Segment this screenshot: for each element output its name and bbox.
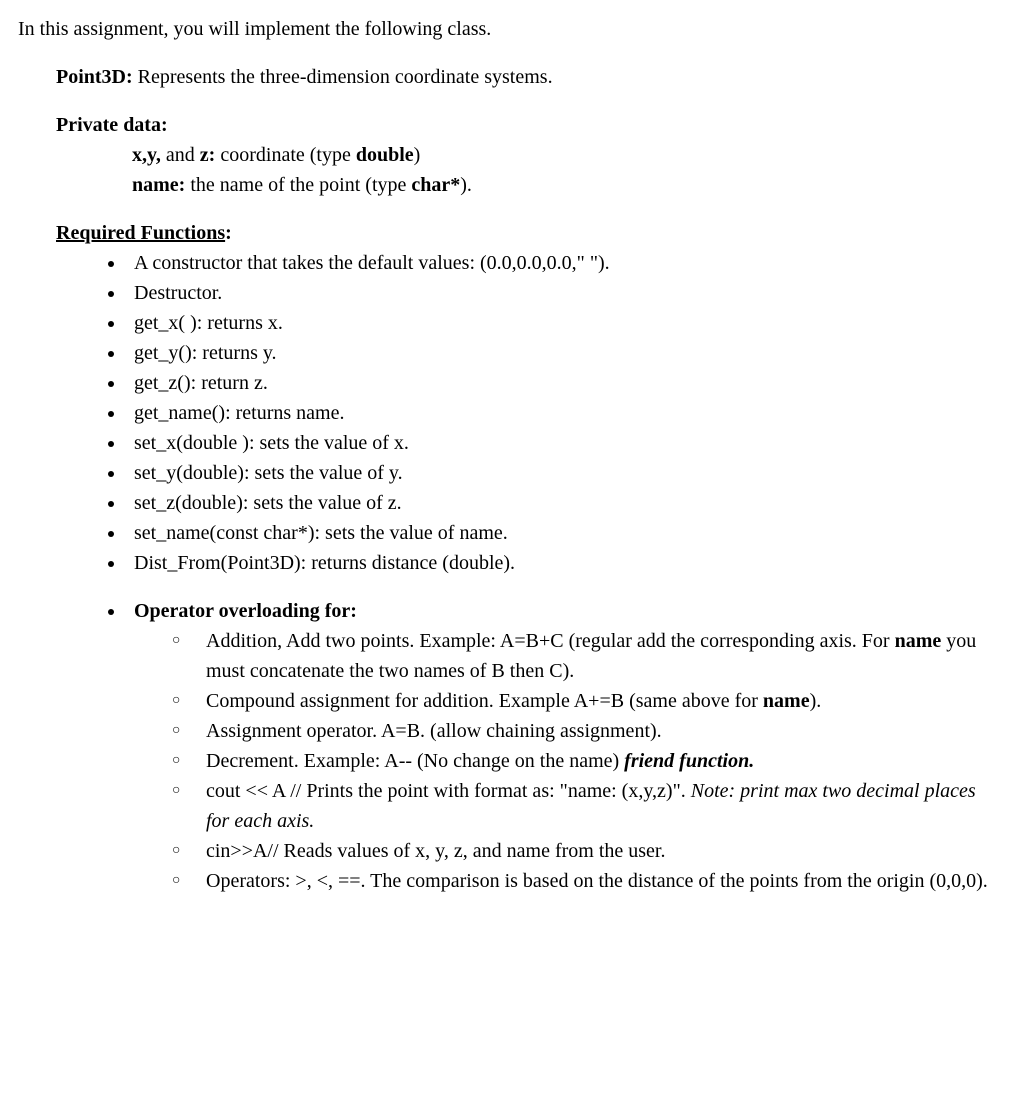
xyz-bold1: x,y, [132, 144, 161, 166]
private-data-line1: x,y, and z: coordinate (type double) [132, 140, 997, 170]
private-data-section: Private data: x,y, and z: coordinate (ty… [56, 110, 997, 200]
required-functions-heading: Required Functions [56, 222, 225, 244]
xyz-end: ) [414, 144, 421, 166]
private-data-line2: name: the name of the point (type char*)… [132, 170, 997, 200]
list-item: set_name(const char*): sets the value of… [126, 518, 997, 548]
xyz-type: double [356, 144, 414, 166]
list-item: A constructor that takes the default val… [126, 248, 997, 278]
decrement-p1: Decrement. Example: A-- (No change on th… [206, 750, 624, 772]
list-item: set_z(double): sets the value of z. [126, 488, 997, 518]
list-item: cout << A // Prints the point with forma… [172, 776, 997, 836]
list-item: Assignment operator. A=B. (allow chainin… [172, 716, 997, 746]
required-functions-section: Required Functions: A constructor that t… [56, 218, 997, 896]
required-functions-heading-line: Required Functions: [56, 218, 997, 248]
class-definition: Point3D: Represents the three-dimension … [56, 62, 997, 92]
list-item: Dist_From(Point3D): returns distance (do… [126, 548, 997, 578]
name-bold: name: [132, 174, 185, 196]
intro-text: In this assignment, you will implement t… [18, 14, 997, 44]
private-data-heading: Private data: [56, 110, 997, 140]
required-functions-list: A constructor that takes the default val… [56, 248, 997, 578]
name-rest: the name of the point (type [185, 174, 411, 196]
operator-overloading-list: Operator overloading for: Addition, Add … [56, 596, 997, 896]
xyz-bold2: z: [200, 144, 216, 166]
list-item: set_x(double ): sets the value of x. [126, 428, 997, 458]
class-description: Represents the three-dimension coordinat… [133, 66, 553, 88]
xyz-mid: and [161, 144, 200, 166]
list-item: get_y(): returns y. [126, 338, 997, 368]
addition-p1: Addition, Add two points. Example: A=B+C… [206, 630, 895, 652]
list-item: get_name(): returns name. [126, 398, 997, 428]
decrement-p2: friend function. [624, 750, 754, 772]
list-item: Compound assignment for addition. Exampl… [172, 686, 997, 716]
cout-p1: cout << A // Prints the point with forma… [206, 780, 691, 802]
list-item: Addition, Add two points. Example: A=B+C… [172, 626, 997, 686]
name-type: char* [411, 174, 460, 196]
list-item: Destructor. [126, 278, 997, 308]
operator-overloading-heading: Operator overloading for: [134, 600, 357, 622]
operator-overloading-item: Operator overloading for: Addition, Add … [126, 596, 997, 896]
list-item: set_y(double): sets the value of y. [126, 458, 997, 488]
compound-p3: ). [810, 690, 822, 712]
compound-p1: Compound assignment for addition. Exampl… [206, 690, 763, 712]
operator-sublist: Addition, Add two points. Example: A=B+C… [134, 626, 997, 896]
compound-p2: name [763, 690, 810, 712]
list-item: Operators: >, <, ==. The comparison is b… [172, 866, 997, 896]
list-item: get_z(): return z. [126, 368, 997, 398]
name-end: ). [460, 174, 472, 196]
xyz-rest: coordinate (type [215, 144, 356, 166]
required-functions-colon: : [225, 222, 232, 244]
class-name: Point3D: [56, 66, 133, 88]
list-item: get_x( ): returns x. [126, 308, 997, 338]
list-item: Decrement. Example: A-- (No change on th… [172, 746, 997, 776]
list-item: cin>>A// Reads values of x, y, z, and na… [172, 836, 997, 866]
addition-p2: name [895, 630, 942, 652]
